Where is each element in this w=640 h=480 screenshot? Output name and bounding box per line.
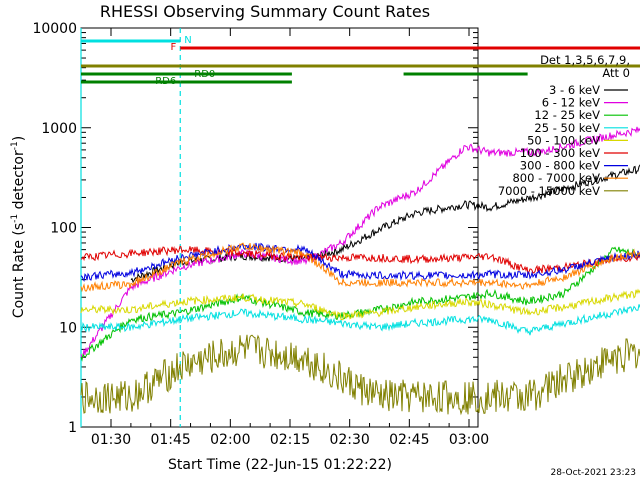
y-tick-label: 1000 [41,121,77,137]
y-tick-label: 1 [68,420,77,436]
legend-entry-label: 7000 - 15000 keV [498,184,600,198]
x-tick-labels: 01:30 01:45 02:00 02:15 02:30 02:45 03:00 [91,432,489,448]
x-tick-label: 01:45 [150,432,190,448]
legend-entry-label: 100 - 300 keV [520,146,600,160]
series-800-7000-kev [80,242,640,293]
legend-header-line1: Det 1,3,5,6,7,9, [540,53,630,67]
x-tick-label: 02:45 [389,432,429,448]
x-tick-label: 02:15 [270,432,310,448]
series-25-50-kev [80,304,640,336]
series-6-12-kev [80,126,640,359]
chart-title: RHESSI Observing Summary Count Rates [100,2,430,21]
data-series [80,126,640,416]
x-tick-label: 03:00 [449,432,489,448]
legend-entry-label: 12 - 25 keV [534,108,600,122]
legend-entry-label: 6 - 12 keV [542,96,600,110]
legend-entry-label: 50 - 100 keV [527,133,600,147]
state-label-rd0: RD0 [194,69,215,80]
state-label-f: F [170,42,176,53]
x-axis-label: Start Time (22-Jun-15 01:22:22) [168,457,392,473]
y-tick-label: 10 [59,320,77,336]
series-50-100-kev [80,288,640,321]
state-label-n: N [184,35,191,46]
x-tick-label: 02:30 [329,432,369,448]
legend-entry-label: 25 - 50 keV [534,121,600,135]
y-tick-label: 100 [50,221,77,237]
legend-entry-label: 3 - 6 keV [549,83,600,97]
state-bars: NFFD1FD2RD0RD6 [81,35,640,87]
state-label-rd6: RD6 [155,76,176,87]
series-300-800-kev [80,242,640,282]
y-tick-labels: 1 10 100 1000 10000 [32,21,77,436]
legend-entry-label: 800 - 7000 keV [512,171,600,185]
timestamp: 28-Oct-2021 23:23 [551,468,636,478]
y-axis-label: Count Rate (s-1 detector-1) [10,136,27,318]
legend-entry-label: 300 - 800 keV [520,159,600,173]
series-12-25-kev [80,246,640,362]
mode-change-lines [80,28,181,427]
x-tick-label: 02:00 [210,432,250,448]
x-tick-label: 01:30 [91,432,131,448]
series-7000-15000-kev [80,334,640,416]
legend-header-line2: Att 0 [602,66,630,80]
series-100-300-kev [80,245,640,275]
y-tick-label: 10000 [32,21,77,37]
